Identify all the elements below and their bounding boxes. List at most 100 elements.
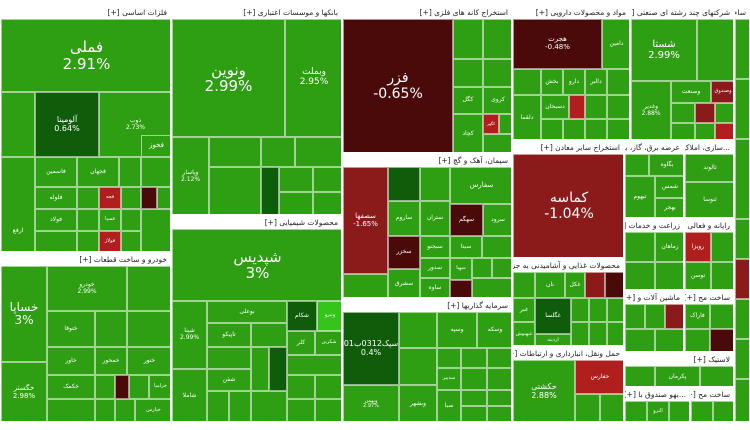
stock-tile[interactable]: غکل (565, 272, 585, 298)
stock-tile[interactable] (669, 401, 689, 421)
stock-tile[interactable] (585, 272, 605, 298)
stock-tile[interactable]: ستران (420, 201, 450, 236)
stock-tile[interactable]: تاپیکو (207, 323, 251, 347)
stock-tile[interactable]: شاملا (172, 369, 207, 421)
stock-tile[interactable] (563, 119, 585, 139)
stock-tile[interactable]: فخوز (141, 135, 170, 157)
stock-tile[interactable] (472, 278, 511, 297)
stock-tile[interactable] (715, 103, 733, 123)
stock-tile[interactable] (735, 299, 749, 339)
stock-tile[interactable]: کماسه -1.04% (513, 154, 623, 257)
stock-tile[interactable] (735, 379, 749, 421)
stock-tile[interactable]: خزامیا (149, 375, 170, 399)
stock-tile[interactable]: دامین (602, 19, 629, 69)
stock-tile[interactable] (569, 95, 585, 119)
stock-tile[interactable] (607, 322, 623, 345)
sector-header[interactable]: بانکها و موسسات اعتباری [+] (172, 6, 341, 19)
stock-tile[interactable]: حفارس (575, 360, 623, 394)
stock-tile[interactable]: وبشهر (399, 385, 437, 421)
sector-header[interactable]: استخراج سایر معادن [+] (513, 141, 623, 154)
stock-tile[interactable]: سهگم (450, 204, 483, 236)
stock-tile[interactable] (625, 366, 655, 386)
stock-tile[interactable]: ونوین 2.99% (172, 19, 285, 137)
stock-tile[interactable]: وصندوق (711, 81, 733, 103)
stock-tile[interactable] (388, 167, 420, 201)
stock-tile[interactable]: خپارس (135, 399, 170, 421)
stock-tile[interactable] (605, 272, 623, 298)
stock-tile[interactable]: شمس (655, 176, 683, 198)
stock-tile[interactable] (121, 231, 141, 251)
stock-tile[interactable] (461, 368, 487, 390)
sector-right-strip[interactable]: ساخت [+] (734, 5, 750, 422)
sector-header[interactable]: ماشین آلات و [+] (625, 291, 683, 304)
stock-tile[interactable] (399, 312, 437, 348)
stock-tile[interactable]: نان (535, 272, 565, 298)
sector-it[interactable]: رایانه و فعالی [+] رویزا توسن (684, 218, 734, 290)
stock-tile[interactable] (1, 92, 35, 157)
stock-tile[interactable] (287, 399, 315, 421)
stock-tile[interactable]: سشرق (388, 269, 420, 297)
stock-tile[interactable] (655, 262, 683, 289)
stock-tile[interactable] (735, 219, 749, 259)
sector-banks[interactable]: بانکها و موسسات اعتباری [+] ونوین 2.99% … (171, 5, 342, 215)
stock-tile[interactable]: وسپه (437, 312, 477, 348)
stock-tile[interactable]: شکربن (315, 331, 341, 355)
stock-tile[interactable]: پکرمان (655, 366, 700, 386)
stock-tile[interactable]: وپاسار 2.12% (172, 137, 209, 214)
stock-tile[interactable]: آلومینا 0.64% (35, 92, 99, 157)
sector-header[interactable]: ساخت [+] (735, 6, 749, 19)
sector-header[interactable]: ...سازی، املاک [+] (685, 141, 733, 154)
stock-tile[interactable] (607, 95, 629, 119)
sector-basic-metals[interactable]: فلزات اساسی [+] فملی 2.91% آلومینا 0.64%… (0, 5, 171, 252)
stock-tile[interactable] (492, 258, 511, 278)
stock-tile[interactable]: فولاژ (99, 231, 121, 251)
sector-rubber[interactable]: لاستیک [+] پکرمان (624, 352, 734, 387)
stock-tile[interactable]: حکشتی 2.88% (513, 360, 575, 421)
sector-header[interactable]: سیمان، آهک و گچ [+] (343, 154, 511, 167)
stock-tile[interactable] (437, 348, 461, 368)
stock-tile[interactable] (269, 347, 287, 391)
stock-tile[interactable] (655, 329, 683, 351)
stock-tile[interactable]: سدور (420, 258, 450, 278)
stock-tile[interactable]: سفارس (450, 167, 511, 204)
sector-header[interactable]: خودرو و ساخت قطعات [+] (1, 253, 170, 266)
stock-tile[interactable]: ساوه (420, 278, 450, 297)
stock-tile[interactable] (287, 375, 315, 399)
stock-tile[interactable]: خگستر 2.98% (1, 362, 47, 421)
stock-tile[interactable] (209, 167, 261, 214)
stock-tile[interactable] (695, 103, 715, 123)
stock-tile[interactable]: فسپا (99, 209, 121, 231)
sector-header[interactable]: محصولات شیمیایی [+] (172, 216, 341, 229)
stock-tile[interactable] (710, 329, 733, 351)
stock-tile[interactable] (607, 69, 629, 95)
sector-header[interactable]: عرضه برق، گاز، بخاروآب [+] (625, 141, 683, 154)
stock-tile[interactable]: زماهان (655, 232, 683, 262)
stock-tile[interactable] (513, 69, 541, 95)
stock-tile[interactable]: ونيرو (317, 301, 341, 331)
stock-tile[interactable]: وبهمن 2.97% (343, 385, 399, 421)
stock-tile[interactable]: صبا (437, 390, 461, 421)
stock-tile[interactable] (513, 272, 535, 298)
stock-tile[interactable]: شپنا 2.99% (172, 301, 207, 369)
sector-header[interactable]: لاستیک [+] (625, 353, 733, 366)
stock-tile[interactable]: کلر (287, 331, 315, 355)
stock-tile[interactable]: خمحور (95, 347, 127, 375)
stock-tile[interactable] (711, 262, 733, 289)
stock-tile[interactable] (685, 329, 710, 351)
stock-tile[interactable] (115, 375, 129, 399)
stock-tile[interactable] (575, 394, 600, 421)
sector-header[interactable]: ساخت مح [+] (691, 388, 733, 401)
stock-tile[interactable] (625, 304, 645, 329)
sector-header[interactable]: محصولات غذایی و آشامیدنی به جز [+] (513, 259, 623, 272)
stock-tile[interactable]: سیتا (450, 236, 482, 258)
stock-tile[interactable] (287, 355, 341, 375)
stock-tile[interactable] (315, 375, 341, 399)
stock-tile[interactable]: کروی (483, 87, 511, 114)
sector-real-estate[interactable]: ...سازی، املاک [+] ثالوند ثنوسا (684, 140, 734, 218)
sector-machinery[interactable]: ماشین آلات و [+] (624, 290, 684, 352)
stock-tile[interactable] (420, 167, 450, 201)
stock-tile[interactable] (713, 401, 733, 421)
stock-tile[interactable] (735, 19, 749, 79)
stock-tile[interactable]: فجهان (77, 157, 119, 187)
sector-funds[interactable]: ...بهو صندوق با [+] الترو (624, 387, 690, 422)
